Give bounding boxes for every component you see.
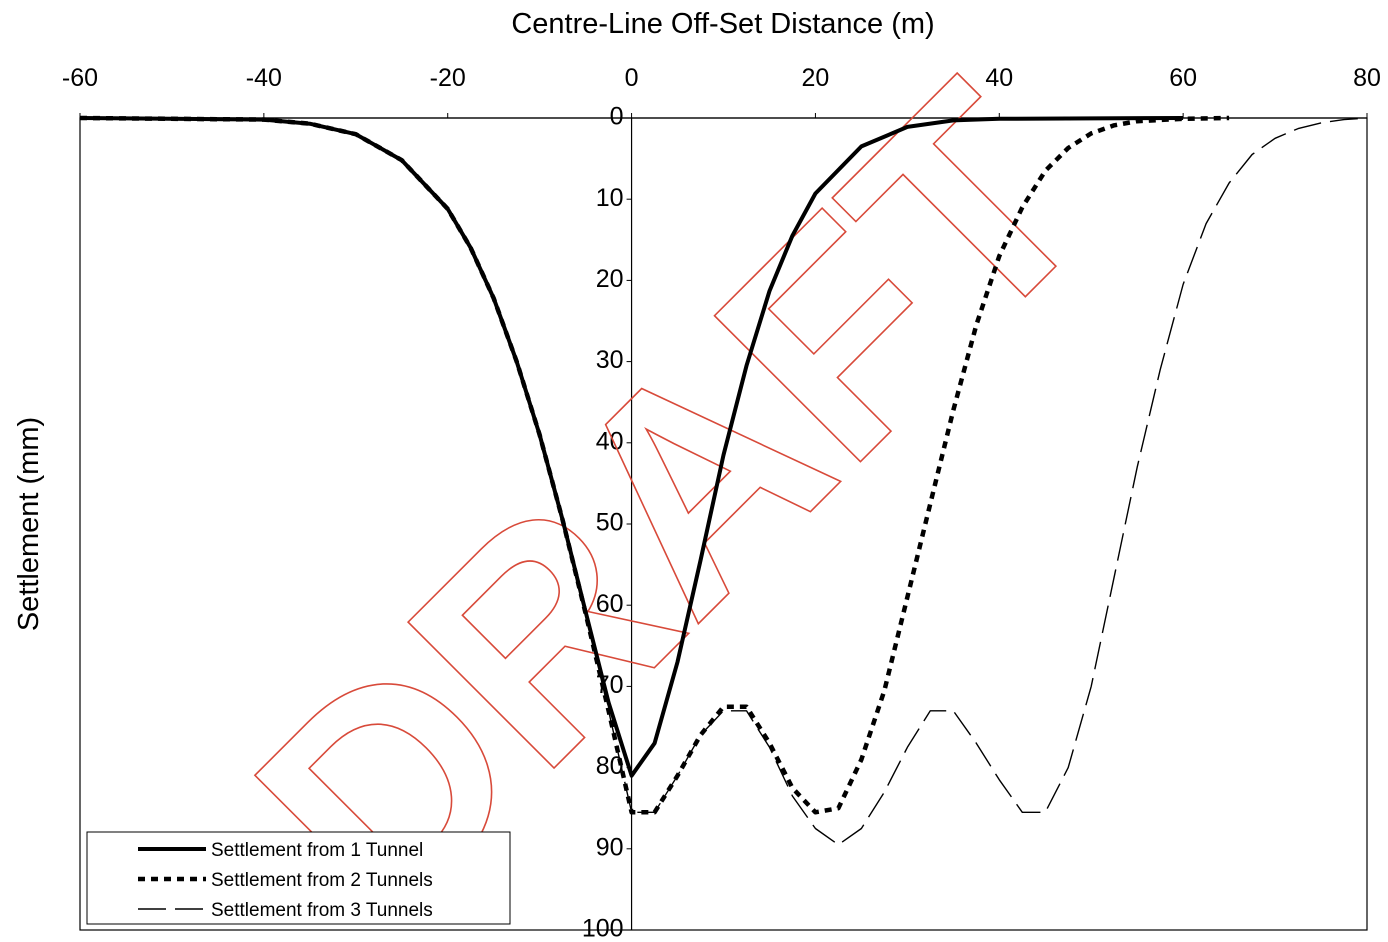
- x-tick-label: 80: [1353, 64, 1381, 92]
- x-axis-title: Centre-Line Off-Set Distance (m): [511, 8, 934, 40]
- y-tick-label: 100: [582, 915, 624, 942]
- x-tick-label: 20: [802, 64, 830, 92]
- watermark-text: DRAFT: [194, 24, 1150, 942]
- x-tick-label: -40: [246, 64, 282, 92]
- x-tick-label: -60: [62, 64, 98, 92]
- y-axis-title: Settlement (mm): [13, 417, 45, 631]
- y-tick-label: 50: [596, 509, 624, 537]
- legend-label-3: Settlement from 3 Tunnels: [211, 900, 433, 921]
- x-tick-label: 40: [985, 64, 1013, 92]
- series-line-2: [79, 115, 1230, 815]
- legend: Settlement from 1 Tunnel Settlement from …: [86, 831, 511, 925]
- y-tick-label: 40: [596, 427, 624, 455]
- draft-watermark: DRAFT: [194, 24, 1152, 942]
- x-tick-label: 0: [625, 64, 639, 92]
- y-tick-label: 30: [596, 346, 624, 374]
- legend-label-2: Settlement from 2 Tunnels: [211, 870, 433, 891]
- series-layer: [79, 115, 1368, 846]
- y-tick-label: 20: [596, 265, 624, 293]
- legend-label-1: Settlement from 1 Tunnel: [211, 840, 423, 861]
- y-tick-label: 60: [596, 590, 624, 618]
- x-tick-label: -20: [430, 64, 466, 92]
- y-tick-label: 10: [596, 184, 624, 212]
- x-tick-label: 60: [1169, 64, 1197, 92]
- y-tick-label: 0: [610, 103, 624, 131]
- y-tick-label: 90: [596, 833, 624, 861]
- series-line-3: [79, 117, 1368, 846]
